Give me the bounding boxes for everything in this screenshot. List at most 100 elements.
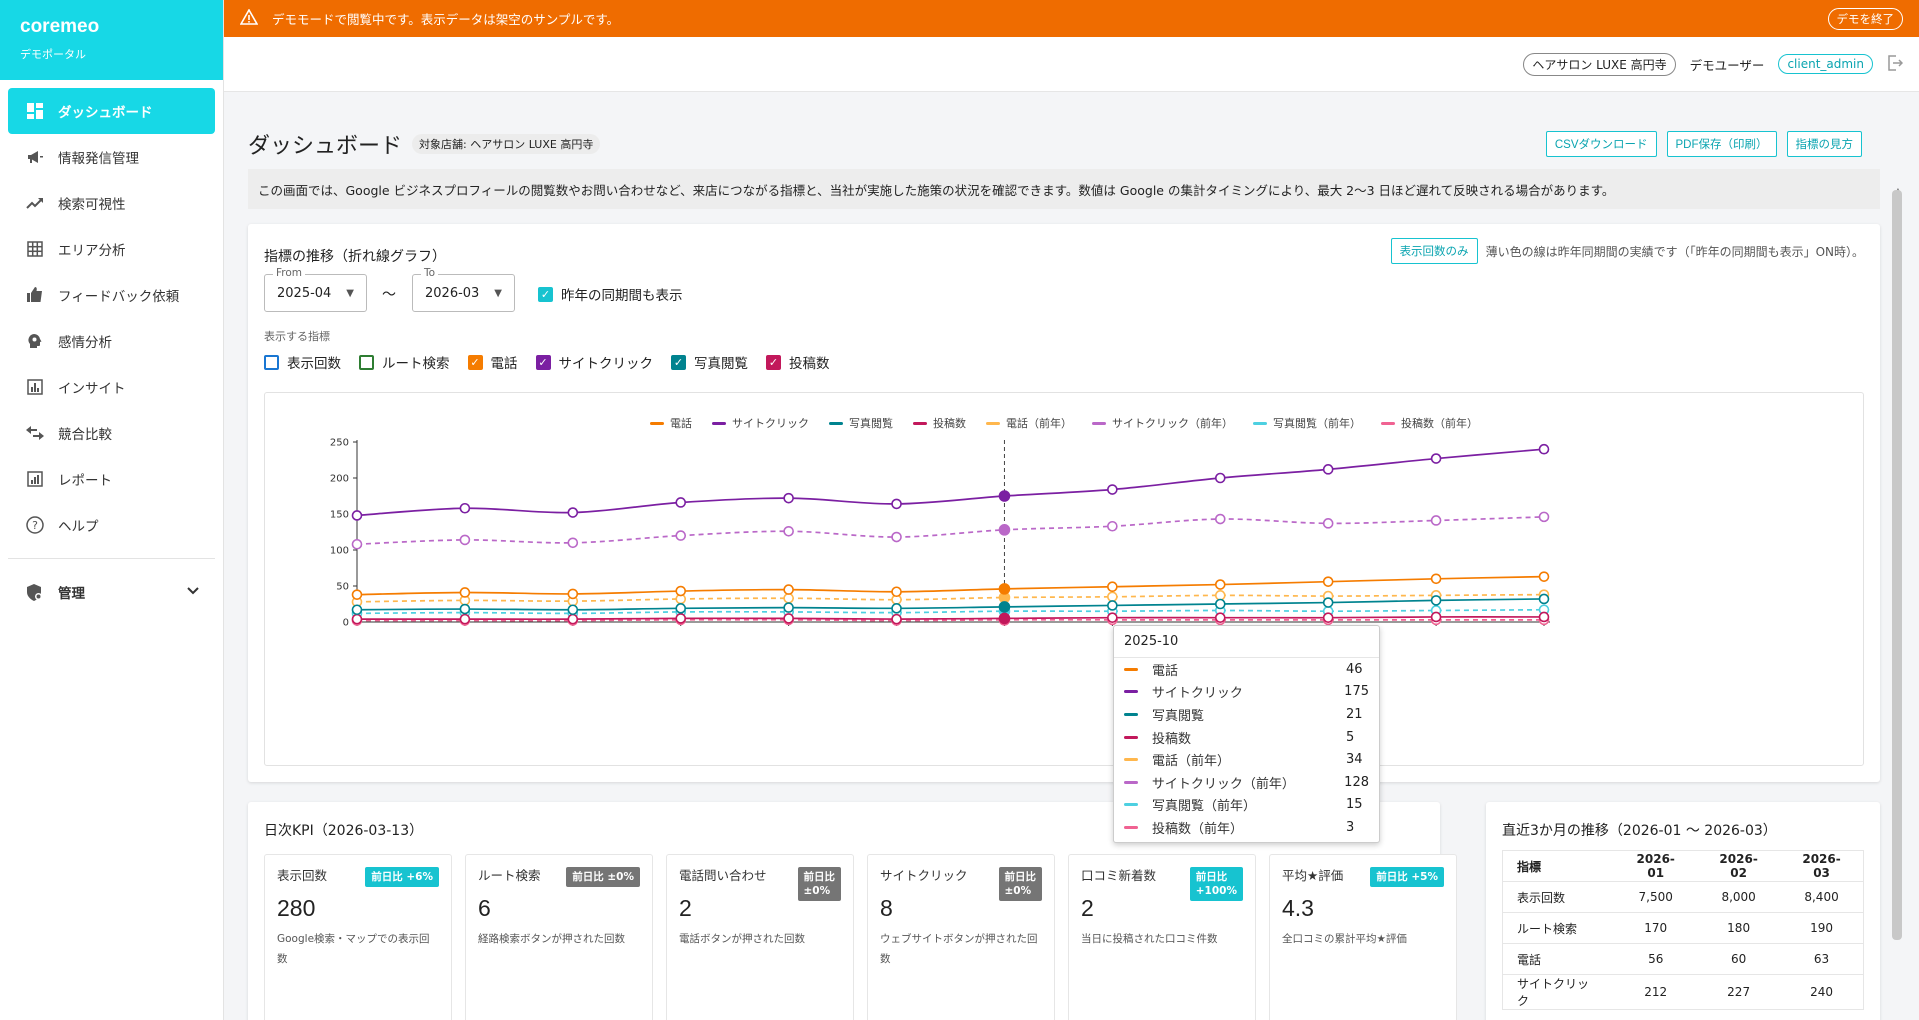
- impressions-only-button[interactable]: 表示回数のみ: [1390, 238, 1478, 264]
- sidebar-item-competitor[interactable]: 競合比較: [0, 410, 223, 456]
- tooltip-value: 46: [1346, 661, 1363, 677]
- data-point: [675, 497, 687, 508]
- legend-label: 写真閲覧（前年）: [1273, 417, 1361, 430]
- kpi-card: サイトクリック 前日比 ±0% 8 ウェブサイトボタンが押された回数: [867, 854, 1055, 1020]
- metric-checkbox[interactable]: ✓ 電話: [467, 352, 518, 372]
- scrollbar[interactable]: [1892, 190, 1902, 940]
- data-point: [1322, 576, 1334, 587]
- pdf-save-button[interactable]: PDF保存（印刷）: [1666, 131, 1777, 157]
- series-line: [356, 598, 1545, 611]
- sidebar-item-insight[interactable]: インサイト: [0, 364, 223, 410]
- from-month-select[interactable]: From 2025-04 ▼: [264, 267, 367, 312]
- main-content: ダッシュボード 対象店舗: ヘアサロン LUXE 高円寺 CSVダウンロード P…: [224, 92, 1904, 1020]
- sidebar-item-dashboard[interactable]: ダッシュボード: [8, 88, 215, 134]
- data-point: [351, 613, 363, 625]
- grid-icon: [24, 238, 46, 260]
- legend-item[interactable]: 投稿数: [913, 415, 966, 431]
- legend-item[interactable]: サイトクリック: [712, 415, 809, 431]
- metric-label: 投稿数: [789, 356, 830, 372]
- data-point: [1538, 611, 1550, 623]
- line-chart: 電話 サイトクリック 写真閲覧 投稿数 電話（前年） サイトクリック（前年） 写真閲覧（前年…: [264, 392, 1864, 766]
- sidebar-item-admin[interactable]: 管理: [0, 569, 223, 615]
- legend-item[interactable]: 写真閲覧（前年）: [1253, 415, 1361, 431]
- checkbox-checked-icon: ✓: [538, 286, 553, 302]
- legend-swatch: [829, 421, 843, 425]
- from-value: 2025-04: [277, 285, 332, 301]
- data-point: [783, 592, 794, 604]
- legend-item[interactable]: 写真閲覧: [829, 415, 893, 431]
- kpi-change-badge: 前日比 +6%: [365, 867, 439, 888]
- legend-item[interactable]: 電話（前年）: [986, 415, 1072, 431]
- legend-label: 電話（前年）: [1006, 417, 1072, 430]
- svg-text:?: ?: [32, 519, 38, 532]
- legend-item[interactable]: 投稿数（前年）: [1381, 415, 1478, 431]
- csv-download-button[interactable]: CSVダウンロード: [1545, 131, 1657, 157]
- data-point: [1322, 597, 1334, 608]
- caret-down-icon: ▼: [346, 287, 354, 299]
- sidebar-item-label: 情報発信管理: [58, 151, 139, 167]
- table-header: 2026-01: [1614, 850, 1698, 882]
- kpi-change-badge: 前日比 +5%: [1370, 867, 1444, 888]
- recent-trend-card: 直近3か月の推移（2026-01 〜 2026-03） 指標 2026-01 2…: [1486, 802, 1880, 1020]
- data-point: [1214, 579, 1226, 590]
- tooltip-series-name: 投稿数（前年）: [1152, 821, 1244, 837]
- tooltip-row: 投稿数（前年） 3: [1114, 816, 1379, 839]
- table-row: 表示回数 7,500 8,000 8,400: [1502, 881, 1864, 913]
- legend-item[interactable]: 電話: [650, 415, 692, 431]
- kpi-value: 8: [880, 895, 893, 922]
- dashboard-icon: [24, 100, 46, 122]
- y-tick-label: 50: [336, 582, 349, 593]
- kpi-change-badge: 前日比 +100%: [1189, 867, 1243, 902]
- metric-checkbox[interactable]: ✓ 投稿数: [766, 352, 830, 372]
- tooltip-value: 21: [1346, 706, 1363, 722]
- data-point: [1107, 612, 1118, 623]
- sidebar-item-report[interactable]: レポート: [0, 456, 223, 502]
- kpi-description: 当日に投稿された口コミ件数: [1081, 933, 1218, 946]
- last-year-label: 昨年の同期間も表示: [561, 288, 683, 304]
- last-year-toggle[interactable]: ✓ 昨年の同期間も表示: [538, 284, 683, 304]
- page-description: この画面では、Google ビジネスプロフィールの閲覧数やお問い合わせなど、来店…: [248, 169, 1880, 209]
- table-header-row: 指標 2026-01 2026-02 2026-03: [1502, 850, 1864, 882]
- legend-item[interactable]: サイトクリック（前年）: [1092, 415, 1233, 431]
- sidebar-item-sentiment[interactable]: 感情分析: [0, 318, 223, 364]
- kpi-title: ルート検索: [478, 868, 541, 883]
- metric-checkbox[interactable]: 表示回数: [264, 352, 341, 372]
- metric-label: 表示回数: [287, 356, 341, 372]
- data-point: [1107, 520, 1118, 532]
- sidebar-item-area-analysis[interactable]: エリア分析: [0, 226, 223, 272]
- kpi-value: 280: [277, 895, 316, 922]
- brand-subtitle: デモポータル: [20, 48, 86, 61]
- metric-checkbox[interactable]: ✓ サイトクリック: [535, 352, 653, 372]
- tooltip-row: サイトクリック 175: [1114, 681, 1379, 704]
- data-point: [783, 584, 794, 595]
- data-point: [675, 613, 687, 624]
- sidebar-item-help[interactable]: ? ヘルプ: [0, 502, 223, 548]
- hint-text: 薄い色の線は昨年同期間の実績です（「昨年の同期間も表示」ON時）。: [1485, 244, 1864, 259]
- legend-label: 電話: [670, 417, 692, 430]
- to-month-select[interactable]: To 2026-03 ▼: [412, 267, 515, 312]
- legend-label: サイトクリック: [732, 417, 809, 430]
- sidebar-item-search-visibility[interactable]: 検索可視性: [0, 180, 223, 226]
- table-cell: 240: [1780, 974, 1864, 1010]
- sidebar-item-label: レポート: [58, 473, 112, 489]
- sidebar-item-label: インサイト: [58, 381, 126, 397]
- data-point: [1322, 518, 1334, 529]
- data-point: [459, 613, 471, 625]
- data-point: [998, 612, 1011, 625]
- help-icon: ?: [24, 514, 46, 536]
- sidebar-item-posting[interactable]: 情報発信管理: [0, 134, 223, 180]
- metric-checkbox[interactable]: ✓ 写真閲覧: [671, 352, 748, 372]
- end-demo-button[interactable]: デモを終了: [1827, 7, 1903, 30]
- data-point: [891, 531, 902, 543]
- legend-label: 投稿数: [933, 417, 966, 430]
- tooltip-swatch: [1124, 780, 1138, 784]
- store-chip[interactable]: ヘアサロン LUXE 高円寺: [1523, 52, 1676, 76]
- legend-swatch: [1381, 421, 1395, 425]
- data-point: [1430, 573, 1442, 585]
- to-value: 2026-03: [425, 285, 480, 301]
- logout-icon[interactable]: [1887, 54, 1904, 74]
- metrics-guide-button[interactable]: 指標の見方: [1786, 131, 1862, 157]
- data-point: [351, 538, 363, 550]
- metric-checkbox[interactable]: ルート検索: [359, 352, 450, 372]
- sidebar-item-feedback[interactable]: フィードバック依頼: [0, 272, 223, 318]
